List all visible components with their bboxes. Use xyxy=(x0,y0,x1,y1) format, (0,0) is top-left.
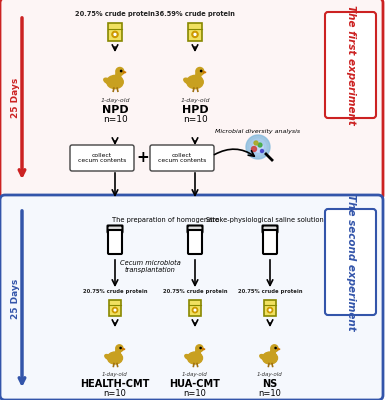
Polygon shape xyxy=(124,72,126,73)
Text: 20.75% crude protein: 20.75% crude protein xyxy=(83,288,147,294)
Text: HPD: HPD xyxy=(182,105,208,115)
Ellipse shape xyxy=(184,78,191,84)
Ellipse shape xyxy=(187,75,203,89)
FancyBboxPatch shape xyxy=(109,300,121,316)
Text: Cecum microbiota
transplantation: Cecum microbiota transplantation xyxy=(120,260,180,273)
FancyBboxPatch shape xyxy=(108,23,122,41)
Text: 1-day-old: 1-day-old xyxy=(182,372,208,377)
Text: 20.75% crude protein: 20.75% crude protein xyxy=(163,288,227,294)
Ellipse shape xyxy=(196,72,201,79)
Circle shape xyxy=(275,347,276,348)
Circle shape xyxy=(258,143,262,147)
Ellipse shape xyxy=(185,354,191,360)
Ellipse shape xyxy=(116,348,120,356)
Text: 1-day-old: 1-day-old xyxy=(180,98,210,103)
Circle shape xyxy=(192,31,198,38)
Text: collect
cecum contents: collect cecum contents xyxy=(78,152,126,163)
Circle shape xyxy=(267,307,273,313)
FancyBboxPatch shape xyxy=(188,23,202,41)
Ellipse shape xyxy=(104,78,111,84)
FancyBboxPatch shape xyxy=(325,12,376,118)
Ellipse shape xyxy=(116,72,121,79)
Text: Stroke-physiological saline solution: Stroke-physiological saline solution xyxy=(206,217,324,223)
Text: n=10: n=10 xyxy=(259,389,281,398)
Circle shape xyxy=(114,34,116,35)
Text: 36.59% crude protein: 36.59% crude protein xyxy=(155,11,235,17)
Text: n=10: n=10 xyxy=(183,115,207,124)
Circle shape xyxy=(250,139,266,155)
Text: The preparation of homogenate: The preparation of homogenate xyxy=(112,217,218,223)
FancyBboxPatch shape xyxy=(262,226,278,232)
Text: n=10: n=10 xyxy=(103,389,127,398)
Polygon shape xyxy=(203,72,206,73)
Circle shape xyxy=(112,31,118,38)
FancyBboxPatch shape xyxy=(0,0,383,200)
Text: NS: NS xyxy=(262,379,278,389)
Text: 20.75% crude protein: 20.75% crude protein xyxy=(75,11,155,17)
FancyBboxPatch shape xyxy=(150,145,214,171)
Text: The second experiment: The second experiment xyxy=(345,194,356,330)
Ellipse shape xyxy=(260,354,266,360)
Text: 1-day-old: 1-day-old xyxy=(100,98,130,103)
Text: NPD: NPD xyxy=(102,105,128,115)
Circle shape xyxy=(269,309,271,311)
FancyBboxPatch shape xyxy=(0,195,383,400)
Ellipse shape xyxy=(262,352,278,364)
Ellipse shape xyxy=(105,354,111,360)
Text: n=10: n=10 xyxy=(184,389,207,398)
Circle shape xyxy=(200,70,202,72)
Circle shape xyxy=(196,68,204,75)
Circle shape xyxy=(194,34,196,35)
Circle shape xyxy=(120,347,121,348)
Text: 1-day-old: 1-day-old xyxy=(102,372,128,377)
Text: 1-day-old: 1-day-old xyxy=(257,372,283,377)
Text: The first experiment: The first experiment xyxy=(345,5,356,125)
Circle shape xyxy=(253,142,263,152)
Circle shape xyxy=(200,347,201,348)
Ellipse shape xyxy=(188,352,203,364)
Circle shape xyxy=(116,68,124,75)
Circle shape xyxy=(246,135,270,159)
Circle shape xyxy=(192,307,198,313)
Circle shape xyxy=(114,309,116,311)
Text: +: + xyxy=(137,150,149,166)
Text: HEALTH-CMT: HEALTH-CMT xyxy=(80,379,150,389)
Text: collect
cecum contents: collect cecum contents xyxy=(158,152,206,163)
Ellipse shape xyxy=(271,348,275,356)
Text: HUA-CMT: HUA-CMT xyxy=(169,379,220,389)
Ellipse shape xyxy=(107,352,122,364)
Text: n=10: n=10 xyxy=(103,115,127,124)
Text: 20.75% crude protein: 20.75% crude protein xyxy=(238,288,302,294)
Polygon shape xyxy=(123,348,125,350)
Circle shape xyxy=(116,345,123,352)
Text: Microbial diversity analysis: Microbial diversity analysis xyxy=(215,129,301,134)
Circle shape xyxy=(261,150,264,152)
FancyBboxPatch shape xyxy=(108,230,122,254)
FancyBboxPatch shape xyxy=(189,300,201,316)
Ellipse shape xyxy=(196,348,200,356)
Circle shape xyxy=(120,70,122,72)
Circle shape xyxy=(194,309,196,311)
FancyBboxPatch shape xyxy=(188,226,203,232)
Ellipse shape xyxy=(107,75,123,89)
Polygon shape xyxy=(278,348,280,350)
Circle shape xyxy=(254,141,258,145)
FancyBboxPatch shape xyxy=(188,230,202,254)
FancyBboxPatch shape xyxy=(107,226,122,232)
Circle shape xyxy=(196,345,203,352)
FancyBboxPatch shape xyxy=(325,209,376,315)
Text: 25 Days: 25 Days xyxy=(10,279,20,319)
FancyBboxPatch shape xyxy=(264,300,276,316)
Circle shape xyxy=(271,345,278,352)
Polygon shape xyxy=(203,348,205,350)
FancyBboxPatch shape xyxy=(263,230,277,254)
Text: 25 Days: 25 Days xyxy=(10,78,20,118)
FancyBboxPatch shape xyxy=(70,145,134,171)
Circle shape xyxy=(252,146,257,152)
Circle shape xyxy=(112,307,118,313)
